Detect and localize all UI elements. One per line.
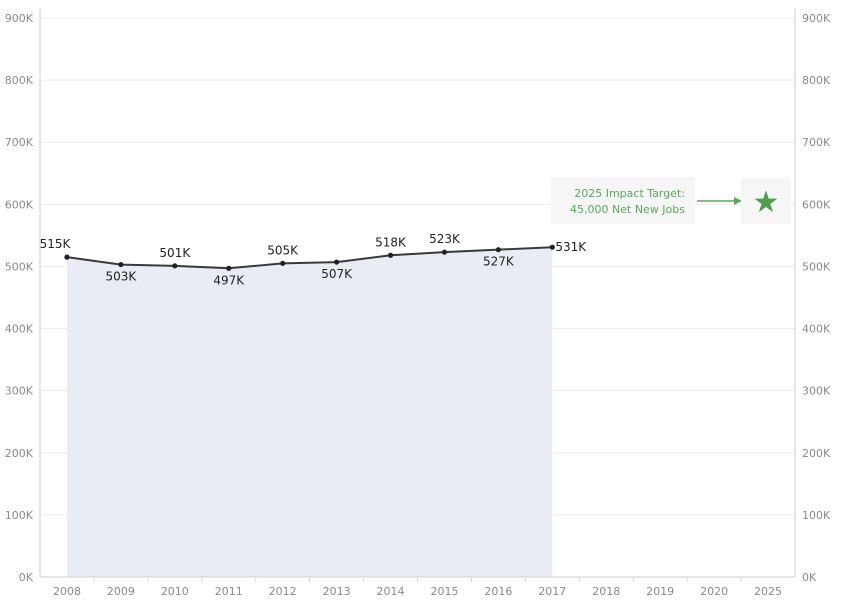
star-icon: ★ <box>753 185 780 220</box>
target-annotation: 2025 Impact Target: 45,000 Net New Jobs … <box>551 177 791 224</box>
x-tick-label: 2010 <box>161 585 189 598</box>
data-point <box>64 254 70 260</box>
y-tick-label-right: 500K <box>802 260 831 273</box>
y-tick-label-right: 200K <box>802 447 831 460</box>
data-label: 523K <box>429 232 461 246</box>
y-tick-label-left: 500K <box>5 260 34 273</box>
data-point <box>118 261 124 268</box>
data-label: 518K <box>375 235 407 249</box>
data-point <box>495 247 501 253</box>
data-label: 507K <box>321 267 353 281</box>
x-tick-label: 2009 <box>107 585 135 598</box>
y-tick-label-left: 300K <box>5 385 34 398</box>
annotation-line2: 45,000 Net New Jobs <box>570 203 685 216</box>
y-tick-label-right: 300K <box>802 385 831 398</box>
x-tick-label: 2015 <box>430 585 458 598</box>
series-line <box>66 246 553 270</box>
y-tick-label-left: 800K <box>5 74 34 87</box>
annotation-arrow-head <box>734 197 742 205</box>
x-tick-label: 2013 <box>323 585 351 598</box>
x-tick-label: 2017 <box>538 585 566 598</box>
annotation-box <box>551 177 695 224</box>
y-tick-label-left: 700K <box>5 136 34 149</box>
data-label: 531K <box>555 240 587 254</box>
data-points <box>64 244 555 271</box>
x-tick-label: 2019 <box>646 585 674 598</box>
y-tick-label-right: 600K <box>802 198 831 211</box>
data-point <box>226 265 232 271</box>
y-tick-label-left: 600K <box>5 198 34 211</box>
x-tick-label: 2011 <box>215 585 243 598</box>
x-tick-label: 2008 <box>53 585 81 598</box>
data-label: 497K <box>213 273 245 287</box>
data-point <box>549 244 555 250</box>
y-tick-label-left: 0K <box>19 571 34 584</box>
x-tick-label: 2025 <box>754 585 782 598</box>
area-under-line <box>66 247 553 577</box>
data-point <box>280 260 286 266</box>
x-tick-label: 2012 <box>269 585 297 598</box>
data-point <box>172 263 178 269</box>
y-tick-label-right: 700K <box>802 136 831 149</box>
data-label: 503K <box>106 270 138 284</box>
data-point <box>441 249 448 255</box>
annotation-line1: 2025 Impact Target: <box>574 187 685 200</box>
series-polyline <box>66 246 553 270</box>
y-tick-label-left: 400K <box>5 323 34 336</box>
x-tick-label: 2014 <box>377 585 405 598</box>
y-tick-label-left: 200K <box>5 447 34 460</box>
data-labels: 515K 503K 501K 497K 505K 507K 518K 523K 527K 531K <box>40 232 588 287</box>
target-box <box>741 178 791 224</box>
y-tick-label-left: 100K <box>5 509 34 522</box>
data-label: 505K <box>267 243 299 257</box>
axes: 0K 0K 100K 100K 200K 200K 300K 300K 400K 400K 500K… <box>5 8 831 598</box>
y-tick-label-left: 900K <box>5 12 34 25</box>
data-label: 527K <box>483 255 515 269</box>
y-tick-label-right: 800K <box>802 74 831 87</box>
data-label: 515K <box>40 237 72 251</box>
data-label: 501K <box>159 246 191 260</box>
area-fill <box>66 247 553 577</box>
x-tick-label: 2020 <box>700 585 728 598</box>
y-tick-label-right: 0K <box>802 571 817 584</box>
x-tick-label: 2018 <box>592 585 620 598</box>
data-point <box>334 259 340 265</box>
y-tick-label-right: 900K <box>802 12 831 25</box>
data-point <box>387 252 394 258</box>
x-tick-label: 2016 <box>484 585 512 598</box>
y-tick-label-right: 100K <box>802 509 831 522</box>
y-tick-label-right: 400K <box>802 323 831 336</box>
